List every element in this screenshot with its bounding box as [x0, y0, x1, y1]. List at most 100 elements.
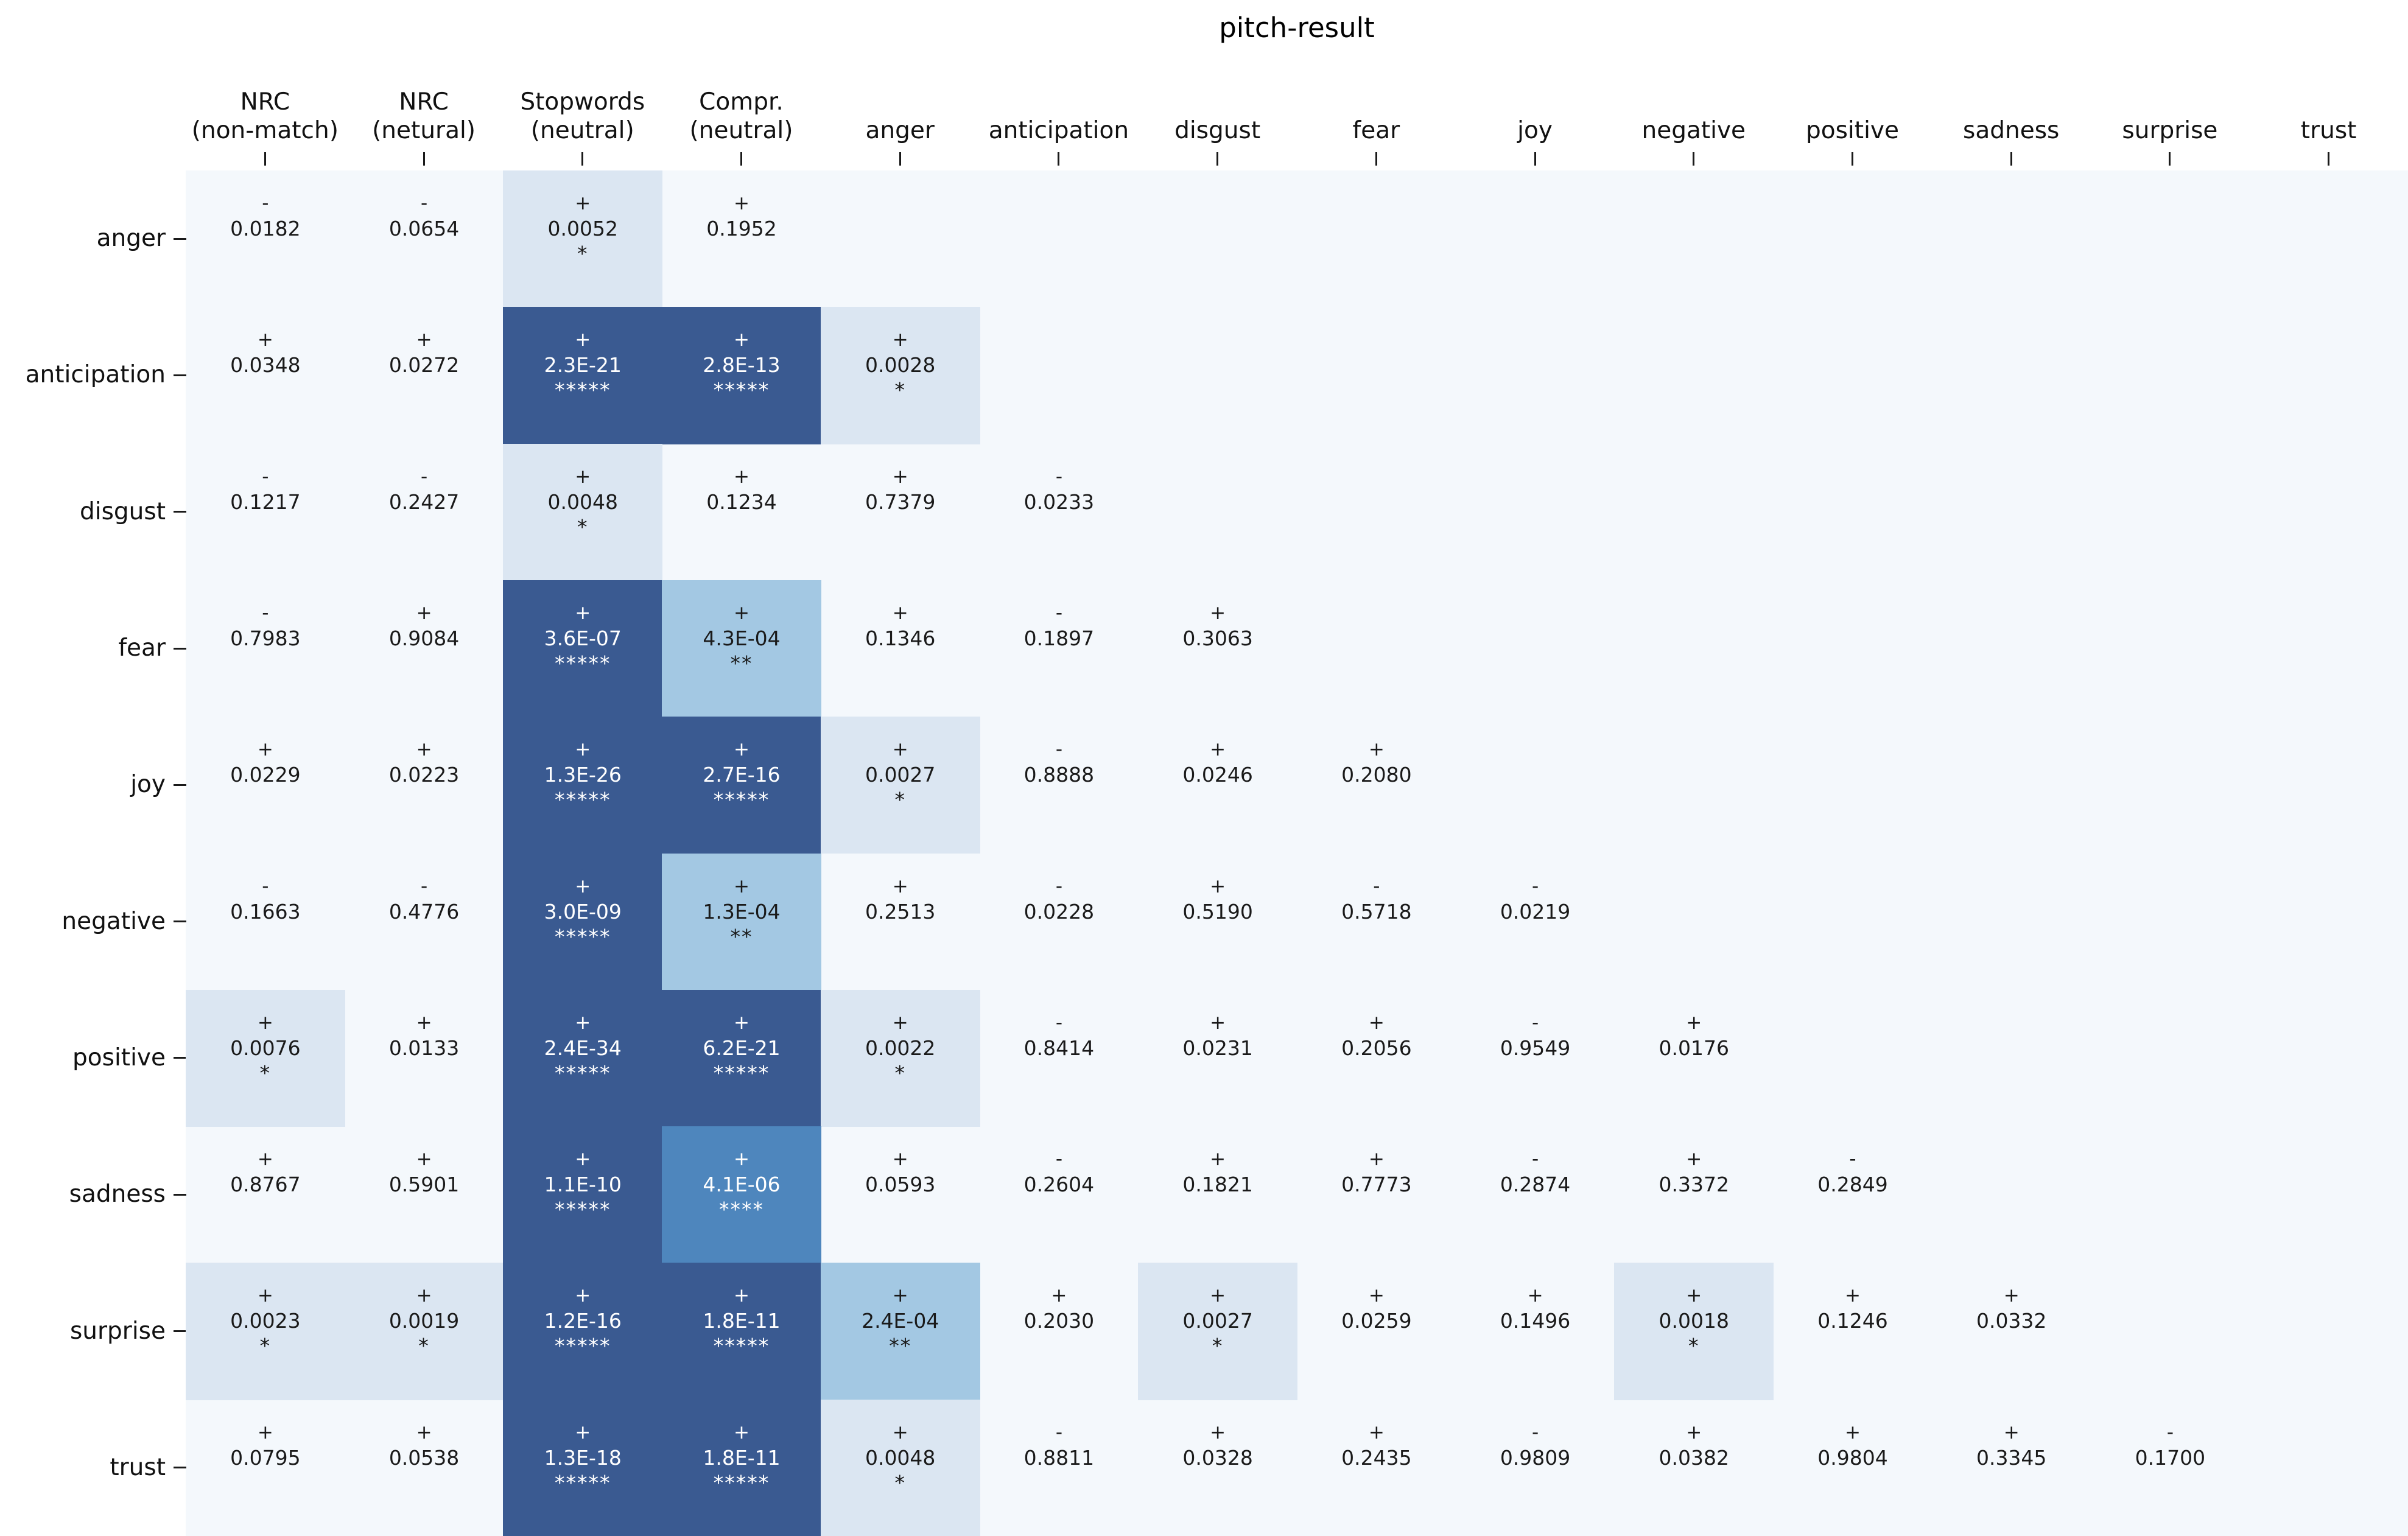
y-tick-mark — [174, 784, 186, 786]
cell-p-value: 1.8E-11 — [703, 1309, 781, 1333]
chart-title: pitch-result — [1219, 12, 1375, 44]
cell-sign: - — [1055, 875, 1062, 897]
cell-p-value: 0.0259 — [1341, 1309, 1412, 1333]
x-tick-mark — [2010, 152, 2012, 166]
cell-significance-stars: * — [259, 1061, 272, 1085]
cell-p-value: 0.1246 — [1817, 1309, 1888, 1333]
cell-p-value: 0.1346 — [865, 626, 936, 650]
y-tick-mark — [174, 1193, 186, 1196]
row-label: joy — [130, 771, 166, 799]
cell-sign: + — [1368, 1148, 1385, 1171]
cell-p-value: 1.3E-18 — [544, 1445, 622, 1470]
y-tick-mark — [174, 511, 186, 513]
x-tick-mark — [2328, 152, 2330, 166]
cell-p-value: 1.2E-16 — [544, 1309, 622, 1333]
cell-p-value: 2.4E-34 — [544, 1036, 622, 1060]
cell-sign: + — [1210, 1011, 1226, 1034]
cell-p-value: 0.0538 — [388, 1445, 460, 1470]
heatmap-cell: +0.0328 — [1138, 1400, 1297, 1536]
cell-p-value: 0.0182 — [230, 217, 301, 240]
cell-sign: - — [1055, 1011, 1062, 1034]
cell-sign: - — [262, 192, 269, 214]
cell-sign: - — [1055, 465, 1062, 488]
cell-sign: - — [1055, 1148, 1062, 1171]
cell-p-value: 0.0176 — [1659, 1036, 1729, 1060]
cell-p-value: 0.0233 — [1023, 489, 1095, 514]
heatmap-cell: +1.2E-16 ***** — [503, 1263, 663, 1400]
cell-p-value: 0.1496 — [1500, 1309, 1571, 1333]
heatmap-cell: -0.8811 — [980, 1400, 1139, 1536]
cell-p-value: 0.5901 — [388, 1173, 460, 1197]
column-header: fear — [1352, 117, 1400, 144]
heatmap-cell: +0.3372 — [1614, 1126, 1774, 1263]
heatmap-cell: +2.4E-04 ** — [820, 1263, 980, 1400]
cell-sign: + — [257, 1285, 273, 1307]
cell-sign: - — [1055, 738, 1062, 761]
heatmap-cell: +0.1821 — [1138, 1126, 1297, 1263]
cell-sign: - — [262, 465, 269, 488]
y-tick-mark — [174, 1057, 186, 1059]
cell-significance-stars: ***** — [713, 1061, 770, 1085]
cell-significance-stars: * — [259, 1334, 272, 1358]
heatmap-cell: +0.1952 — [662, 170, 821, 307]
cell-sign: + — [1210, 875, 1226, 897]
heatmap-cell: +0.2030 — [980, 1263, 1139, 1400]
cell-sign: + — [257, 1011, 273, 1034]
heatmap-cell: -0.9809 — [1456, 1400, 1615, 1536]
heatmap-cell: +0.0272 — [345, 307, 504, 444]
cell-sign: + — [892, 1421, 908, 1443]
cell-sign: + — [416, 601, 432, 624]
cell-p-value: 1.1E-10 — [544, 1173, 622, 1197]
cell-sign: + — [1210, 1148, 1226, 1171]
heatmap-cell: +0.0019 * — [344, 1263, 504, 1400]
heatmap-cell: +0.1246 — [1773, 1263, 1932, 1400]
cell-significance-stars: * — [418, 1334, 430, 1358]
cell-sign: + — [734, 1011, 749, 1034]
cell-significance-stars: ***** — [555, 1470, 611, 1495]
x-tick-mark — [2169, 152, 2171, 166]
heatmap-cell: +0.0018 * — [1614, 1263, 1774, 1400]
heatmap-cell: -0.5718 — [1297, 854, 1456, 991]
cell-p-value: 0.0023 — [230, 1309, 301, 1333]
cell-p-value: 0.0229 — [230, 763, 301, 787]
cell-p-value: 0.0022 — [865, 1036, 936, 1060]
heatmap-cell: -0.1663 — [186, 854, 345, 991]
cell-sign: + — [575, 1011, 591, 1034]
heatmap-cell: +0.0027 * — [820, 717, 980, 854]
cell-sign: + — [257, 1421, 273, 1443]
row-label: positive — [72, 1043, 166, 1071]
heatmap-cell: +2.8E-13 ***** — [662, 307, 821, 444]
column-header: anger — [865, 117, 935, 144]
heatmap-cell: +0.1346 — [821, 580, 980, 717]
cell-sign: + — [1527, 1285, 1543, 1307]
cell-sign: + — [257, 329, 273, 351]
cell-p-value: 0.1663 — [230, 899, 301, 924]
cell-sign: + — [575, 1148, 591, 1171]
column-header: disgust — [1174, 117, 1261, 144]
cell-significance-stars: ***** — [555, 1061, 611, 1085]
heatmap-cell: -0.9549 — [1456, 990, 1615, 1127]
row-label: negative — [61, 907, 166, 935]
cell-p-value: 0.1234 — [706, 489, 777, 514]
heatmap-cell: +0.0223 — [345, 717, 504, 854]
cell-p-value: 0.9549 — [1500, 1036, 1571, 1060]
column-header: joy — [1517, 117, 1553, 144]
cell-sign: + — [257, 738, 273, 761]
cell-sign: - — [1531, 875, 1539, 897]
cell-p-value: 0.9084 — [388, 626, 460, 650]
heatmap-cell: +0.1496 — [1456, 1263, 1615, 1400]
cell-sign: + — [892, 601, 908, 624]
heatmap-cell: +4.3E-04 ** — [662, 580, 821, 718]
heatmap-cell: +0.0028 * — [820, 307, 980, 444]
cell-sign: - — [1055, 601, 1062, 624]
heatmap-cell: +0.0048 * — [820, 1399, 980, 1536]
cell-significance-stars: **** — [718, 1198, 764, 1222]
x-tick-mark — [423, 152, 425, 166]
cell-significance-stars: * — [894, 788, 906, 812]
cell-sign: + — [892, 875, 908, 897]
cell-significance-stars: ***** — [555, 378, 611, 402]
cell-significance-stars: ***** — [555, 788, 611, 812]
cell-sign: + — [734, 1421, 749, 1443]
cell-p-value: 0.0133 — [388, 1036, 460, 1060]
heatmap-cell: +0.0133 — [345, 990, 504, 1127]
